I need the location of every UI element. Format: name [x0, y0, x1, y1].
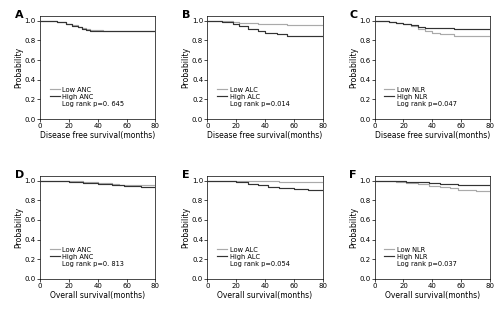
Y-axis label: Probability: Probability: [349, 47, 358, 88]
Legend: Low NLR, High NLR, Log rank p=0.037: Low NLR, High NLR, Log rank p=0.037: [384, 246, 458, 267]
X-axis label: Disease free survival(months): Disease free survival(months): [208, 131, 322, 139]
X-axis label: Disease free survival(months): Disease free survival(months): [374, 131, 490, 139]
Text: E: E: [182, 170, 190, 180]
Text: B: B: [182, 10, 190, 20]
Y-axis label: Probability: Probability: [14, 47, 23, 88]
Legend: Low ALC, High ALC, Log rank p=0.014: Low ALC, High ALC, Log rank p=0.014: [216, 86, 290, 107]
Legend: Low ANC, High ANC, Log rank p=0. 813: Low ANC, High ANC, Log rank p=0. 813: [49, 246, 125, 267]
Text: A: A: [14, 10, 23, 20]
Y-axis label: Probability: Probability: [349, 207, 358, 248]
Y-axis label: Probability: Probability: [14, 207, 23, 248]
Text: D: D: [14, 170, 24, 180]
Text: F: F: [349, 170, 356, 180]
Y-axis label: Probability: Probability: [182, 47, 190, 88]
Legend: Low NLR, High NLR, Log rank p=0.047: Low NLR, High NLR, Log rank p=0.047: [384, 86, 458, 107]
Legend: Low ALC, High ALC, Log rank p=0.054: Low ALC, High ALC, Log rank p=0.054: [216, 246, 290, 267]
X-axis label: Overall survival(months): Overall survival(months): [384, 290, 480, 300]
X-axis label: Overall survival(months): Overall survival(months): [50, 290, 146, 300]
Y-axis label: Probability: Probability: [182, 207, 190, 248]
Text: C: C: [349, 10, 358, 20]
Legend: Low ANC, High ANC, Log rank p=0. 645: Low ANC, High ANC, Log rank p=0. 645: [49, 86, 125, 107]
X-axis label: Overall survival(months): Overall survival(months): [218, 290, 312, 300]
X-axis label: Disease free survival(months): Disease free survival(months): [40, 131, 156, 139]
